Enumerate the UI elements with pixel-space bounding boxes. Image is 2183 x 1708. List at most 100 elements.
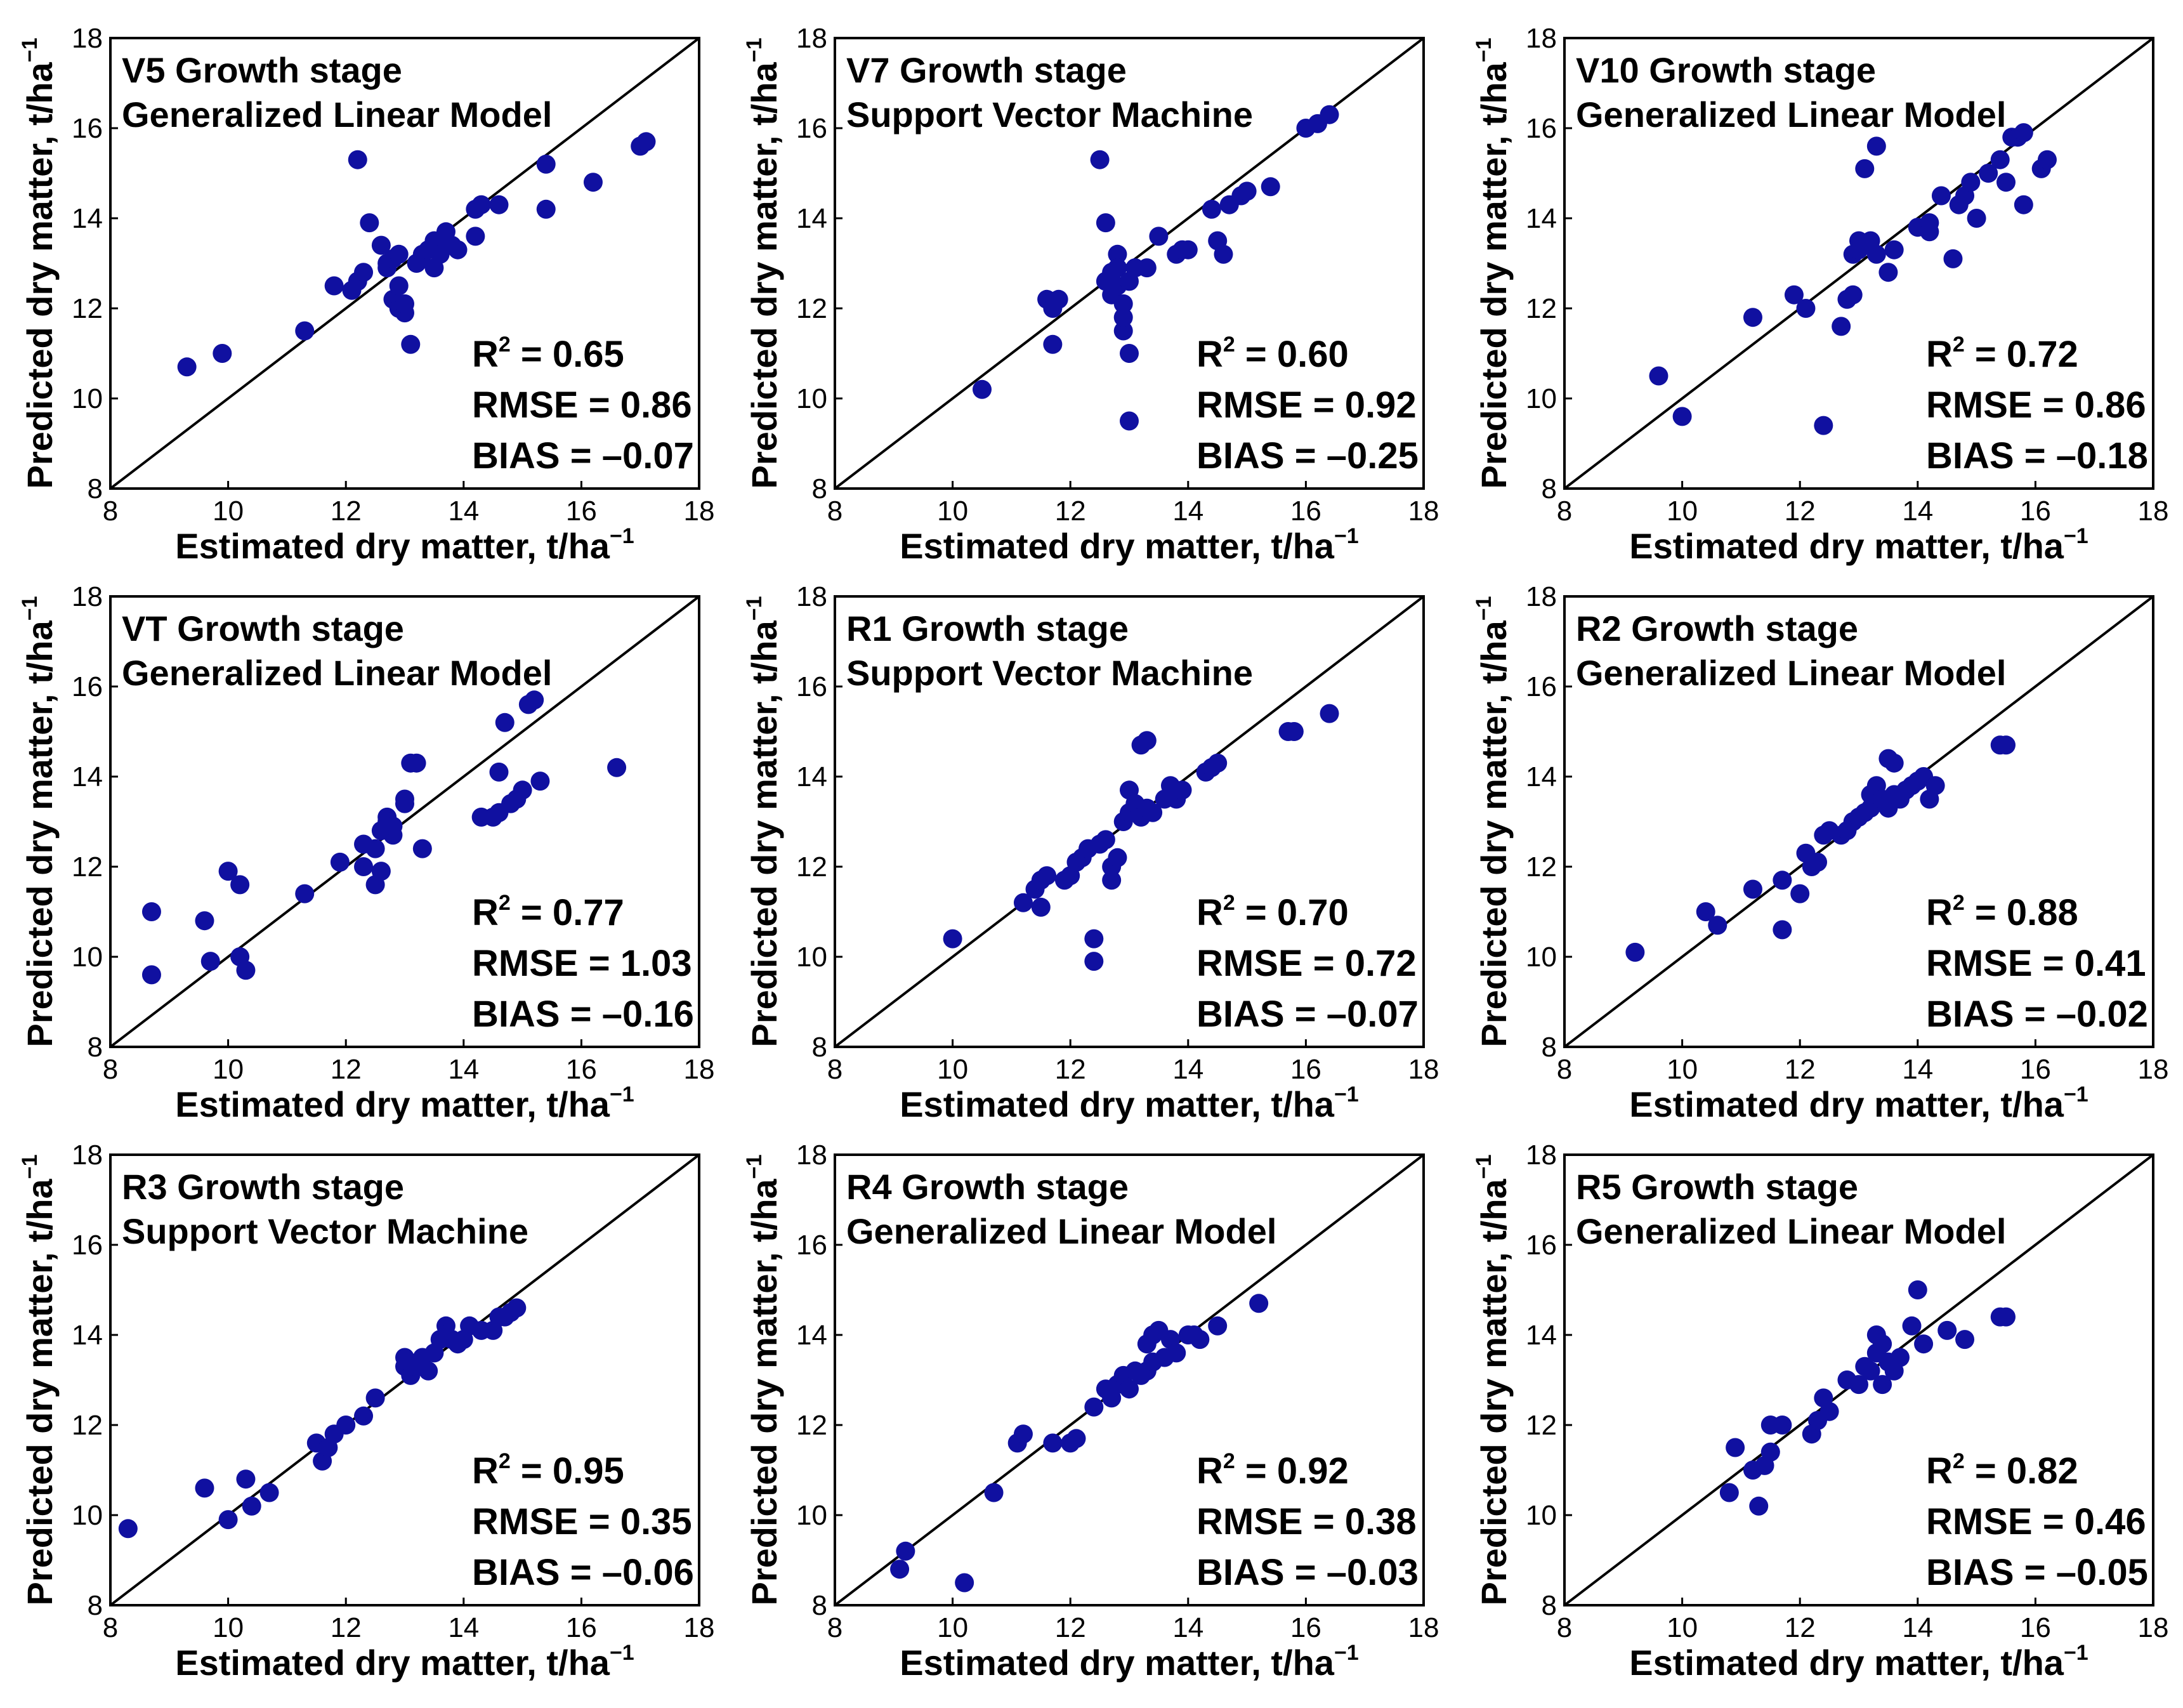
r2-prefix: R [1926,892,1953,933]
data-point [896,1541,915,1561]
rmse-stat: RMSE = 0.86 [472,384,692,426]
y-tick-label: 8 [88,1032,103,1063]
data-point [348,150,367,169]
rmse-equals: = [1303,943,1345,984]
bias-stat: BIAS = –0.05 [1926,1552,2148,1593]
data-point [213,344,232,363]
y-axis-unit-exponent: −1 [18,38,42,63]
data-point [195,1478,214,1498]
data-point [236,961,256,980]
x-axis-label: Estimated dry matter, t/ha−1 [175,524,634,566]
r2-prefix: R [1196,892,1223,933]
y-axis-label: Predicted dry matter, t/ha−1 [1472,596,1514,1048]
data-point [1102,870,1122,890]
bias-prefix: BIAS [1926,1552,2014,1593]
data-point [141,902,161,921]
r2-equals: = [1965,1450,2007,1492]
r2-prefix: R [472,334,499,375]
data-point [1113,308,1133,327]
data-point [448,240,468,259]
data-point [389,244,409,264]
x-tick-label: 16 [566,1054,597,1085]
model-label: Generalized Linear Model [122,653,552,693]
data-point [1649,366,1668,386]
data-point [1937,1320,1957,1340]
bias-prefix: BIAS [1196,435,1285,476]
data-point [1043,1433,1063,1453]
data-point [1890,1348,1910,1367]
data-point [1237,181,1257,201]
y-tick-label: 12 [796,851,827,883]
x-tick-label: 18 [1408,1612,1439,1643]
data-point [401,334,421,354]
x-tick-label: 8 [827,496,842,527]
data-point [354,263,374,282]
r2-value: 0.92 [1277,1450,1349,1492]
bias-prefix: BIAS [1196,1552,1285,1593]
r2-stat: R2 = 0.60 [1196,332,1349,375]
data-point [1866,136,1886,156]
data-point [890,1560,910,1579]
r2-stat: R2 = 0.88 [1926,891,2078,933]
data-point [1320,105,1339,124]
x-tick-label: 14 [1172,1612,1203,1643]
y-tick-label: 18 [72,23,103,54]
panel-3: 8 10 12 14 16 18 8 10 12 14 16 18 V10 Growth stage Ge… [1472,23,2168,566]
r2-value: 0.95 [553,1450,624,1492]
bias-stat: BIAS = –0.06 [472,1552,694,1593]
rmse-value: 0.72 [1345,943,1417,984]
data-point [360,213,379,233]
y-axis-label-text: Predicted dry matter, t/ha [1474,620,1514,1047]
rmse-equals: = [579,384,620,426]
x-axis-label-text: Estimated dry matter, t/ha [900,1643,1335,1683]
x-axis-unit-exponent: −1 [1334,1082,1359,1107]
x-tick-label: 12 [1055,1612,1086,1643]
data-point [1920,222,1939,242]
data-point [507,1298,527,1318]
x-axis-label: Estimated dry matter, t/ha−1 [900,1641,1358,1683]
x-tick-label: 8 [827,1612,842,1643]
data-point [536,199,556,219]
x-tick-label: 10 [937,496,968,527]
panel-4: 8 10 12 14 16 18 8 10 12 14 16 18 VT Growth stage Gen… [18,581,714,1124]
plot-frame [1563,595,2154,1048]
x-tick-label: 16 [1290,1054,1321,1085]
x-tick-label: 8 [1557,496,1572,527]
data-point [1214,244,1233,264]
r2-stat: R2 = 0.70 [1196,891,1349,933]
data-point [1208,753,1228,773]
rmse-value: 0.86 [2075,384,2146,426]
data-point [1808,852,1828,872]
panel-6: 8 10 12 14 16 18 8 10 12 14 16 18 R2 Growth stage Gen… [1472,581,2168,1124]
data-point [1261,177,1280,197]
r2-exponent: 2 [1223,332,1235,357]
r2-equals: = [1965,334,2007,375]
x-tick-label: 14 [1172,496,1203,527]
r2-exponent: 2 [1953,332,1965,357]
data-point [419,1361,438,1381]
y-tick-label: 14 [1526,761,1557,792]
data-point [1925,776,1945,796]
x-tick-label: 14 [1902,1612,1933,1643]
data-point [365,1388,385,1408]
data-point [955,1573,974,1593]
plot-frame [834,37,1425,490]
x-tick-label: 18 [2138,1054,2169,1085]
y-axis-label: Predicted dry matter, t/ha−1 [742,38,784,489]
y-tick-label: 14 [796,203,827,234]
data-point [1120,344,1139,363]
data-point [984,1483,1004,1502]
data-point [242,1496,261,1516]
r2-exponent: 2 [1223,1449,1235,1473]
bias-prefix: BIAS [472,994,560,1035]
r2-value: 0.70 [1277,892,1349,933]
x-axis-label-text: Estimated dry matter, t/ha [900,1084,1335,1124]
data-point [1284,722,1304,741]
y-tick-label: 10 [72,1500,103,1531]
bias-value: –0.07 [1327,994,1419,1035]
x-tick-label: 12 [1785,1054,1816,1085]
x-tick-label: 12 [1055,496,1086,527]
y-tick-label: 8 [1542,1032,1557,1063]
y-tick-label: 16 [1526,1230,1557,1261]
bias-prefix: BIAS [1926,994,2014,1035]
